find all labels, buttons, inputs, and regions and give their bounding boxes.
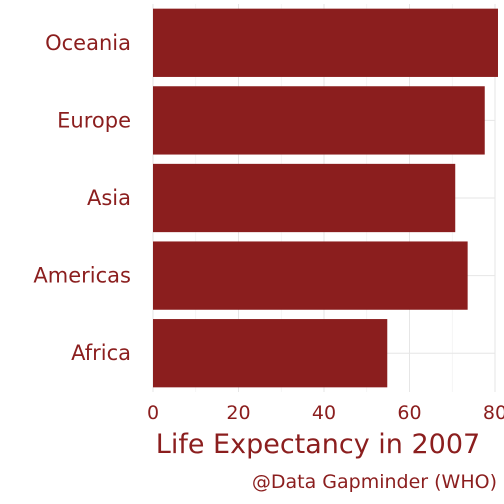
category-label-asia: Asia — [87, 186, 131, 210]
category-label-africa: Africa — [71, 341, 131, 365]
bar-africa — [153, 319, 388, 388]
bars — [153, 8, 498, 388]
category-label-americas: Americas — [33, 264, 131, 288]
x-tick-label: 20 — [226, 402, 250, 424]
category-label-europe: Europe — [57, 108, 131, 132]
x-axis-title: Life Expectancy in 2007 — [156, 429, 480, 460]
bar-oceania — [153, 8, 498, 77]
category-labels: Africa Americas Asia Europe Oceania — [33, 31, 131, 365]
x-tick-label: 60 — [397, 402, 421, 424]
x-tick-label: 80 — [483, 402, 504, 424]
x-tick-labels: 0 20 40 60 80 — [147, 402, 504, 424]
chart-caption: @Data Gapminder (WHO) — [252, 471, 497, 493]
bar-europe — [153, 86, 485, 155]
x-tick-label: 40 — [312, 402, 336, 424]
bar-americas — [153, 241, 468, 310]
category-label-oceania: Oceania — [45, 31, 131, 55]
x-tick-label: 0 — [147, 402, 159, 424]
bar-asia — [153, 163, 456, 233]
